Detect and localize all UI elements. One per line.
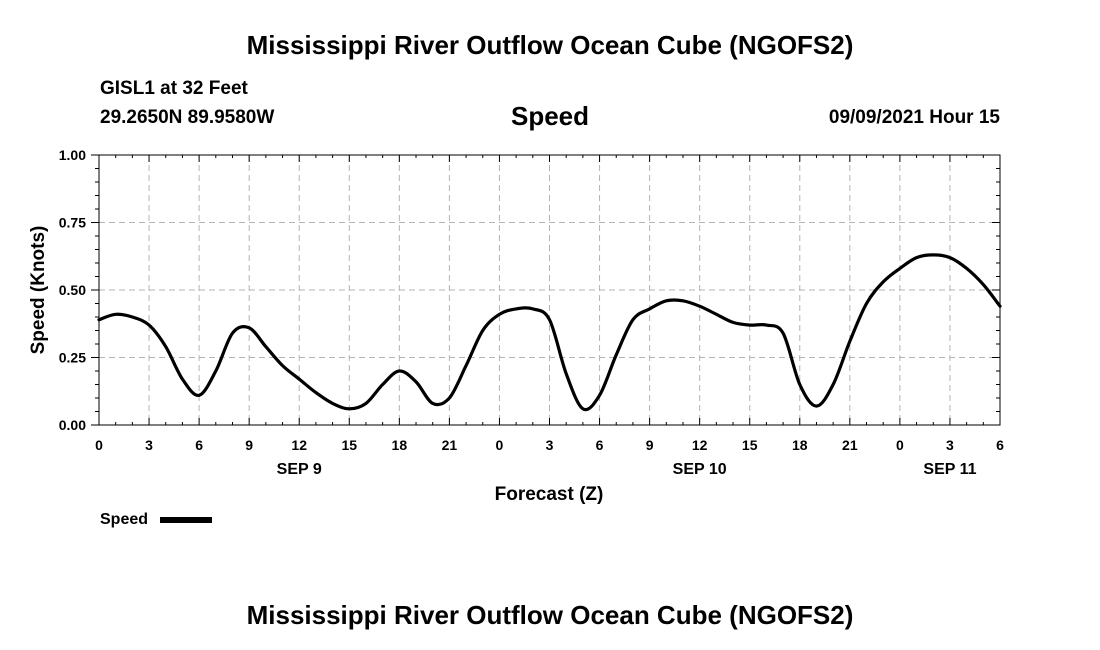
plot-frame <box>98 154 1001 426</box>
parameter-label: Speed <box>510 101 590 131</box>
station-label: GISL1 at 32 Feet <box>100 78 248 99</box>
coordinates-label: 29.2650N 89.9580W <box>100 107 275 128</box>
y-tick-label: 0.75 <box>59 215 86 231</box>
y-tick-label: 0.00 <box>59 417 86 433</box>
x-tick-label: 21 <box>442 437 458 453</box>
x-tick-label: 0 <box>896 437 904 453</box>
x-tick-label: 6 <box>996 437 1004 453</box>
x-tick-label: 12 <box>291 437 307 453</box>
x-tick-label: 3 <box>145 437 153 453</box>
x-tick-label: 3 <box>946 437 954 453</box>
footer-title: Mississippi River Outflow Ocean Cube (NG… <box>246 600 854 630</box>
x-tick-label: 18 <box>392 437 408 453</box>
legend: Speed <box>100 511 212 528</box>
run-time-label: 09/09/2021 Hour 15 <box>828 107 1000 128</box>
x-tick-label: 12 <box>692 437 708 453</box>
y-axis-title: Speed (Knots) <box>28 226 49 355</box>
grid <box>99 155 1000 425</box>
y-tick-label: 0.25 <box>59 350 86 366</box>
x-axis-title: Forecast (Z) <box>495 484 604 505</box>
day-label: SEP 11 <box>923 461 976 478</box>
x-tick-label: 0 <box>496 437 504 453</box>
y-tick-label: 1.00 <box>59 147 86 163</box>
x-tick-label: 15 <box>742 437 758 453</box>
axis-labels: 0 3 6 9 12 15 18 21 0 3 6 9 12 15 18 21 0 3 6 0.00 0.25 0.50 0… <box>59 147 1004 478</box>
y-tick-label: 0.50 <box>59 282 86 298</box>
legend-label: Speed <box>100 511 148 528</box>
x-tick-label: 6 <box>596 437 604 453</box>
x-tick-label: 3 <box>546 437 554 453</box>
chart-title: Mississippi River Outflow Ocean Cube (NG… <box>246 30 854 60</box>
day-label: SEP 9 <box>277 461 322 478</box>
x-tick-label: 21 <box>842 437 858 453</box>
x-tick-label: 6 <box>195 437 203 453</box>
x-tick-label: 15 <box>341 437 357 453</box>
x-tick-label: 9 <box>245 437 253 453</box>
speed-series-line <box>97 253 1002 412</box>
day-label: SEP 10 <box>673 461 727 478</box>
x-tick-label: 18 <box>792 437 808 453</box>
x-tick-label: 9 <box>646 437 654 453</box>
x-tick-label: 0 <box>95 437 103 453</box>
